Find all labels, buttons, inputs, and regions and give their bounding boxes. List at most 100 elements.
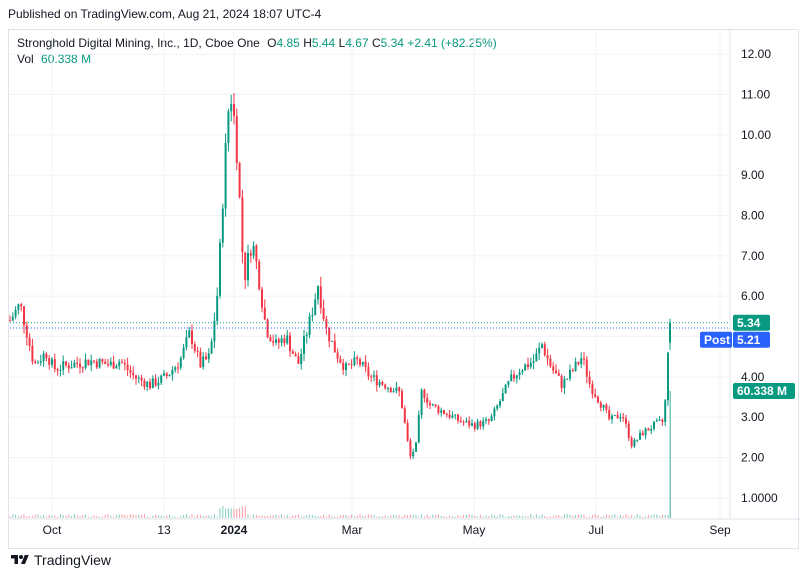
volume-bar [121, 514, 123, 518]
candle-body [370, 376, 373, 378]
candle-body [409, 440, 412, 457]
candle-body [118, 361, 121, 367]
candle-body [417, 415, 420, 443]
candle-body [317, 286, 319, 300]
volume-bar [101, 516, 103, 518]
candle-body [443, 410, 445, 414]
volume-bar [342, 514, 344, 518]
volume-bars [9, 390, 671, 518]
volume-bar [569, 514, 571, 518]
candle-body [154, 378, 157, 386]
candle-body [303, 336, 305, 354]
volume-bar [314, 515, 316, 518]
volume-bar [502, 514, 504, 518]
volume-bar [180, 516, 182, 518]
volume-bar [281, 514, 283, 518]
candle-body [574, 361, 577, 371]
candle-body [412, 451, 415, 457]
candle-body [149, 381, 151, 389]
volume-bar [381, 516, 383, 518]
price-tick-label: 1.0000 [741, 491, 778, 505]
candle-body [364, 361, 367, 368]
candle-body [286, 335, 289, 344]
price-tick-label: 11.00 [741, 88, 770, 102]
volume-bar [297, 514, 299, 518]
volume-bar [160, 515, 162, 518]
candle-body [658, 419, 661, 421]
candle-body [87, 359, 90, 366]
volume-bar [99, 516, 101, 518]
volume-bar [544, 516, 546, 518]
candle-body [487, 419, 490, 421]
candle-body [62, 361, 65, 370]
candle-body [210, 341, 213, 354]
candle-body [353, 357, 356, 365]
candle-body [588, 376, 591, 384]
volume-bar [37, 514, 39, 518]
candle-body [602, 404, 605, 408]
candle-body [451, 415, 454, 418]
candle-body [378, 382, 381, 386]
volume-bar [239, 508, 241, 518]
candle-body [577, 361, 580, 364]
volume-bar [127, 515, 129, 518]
candle-body [193, 344, 196, 351]
volume-bar [619, 514, 621, 518]
candle-body [37, 362, 39, 364]
chart-frame [8, 29, 799, 549]
volume-bar [339, 515, 341, 518]
candle-body [17, 304, 20, 310]
candle-body [448, 414, 451, 418]
candle-body [146, 381, 149, 387]
volume-bar [40, 516, 42, 518]
candle-body [269, 337, 272, 342]
volume-bar [387, 516, 389, 518]
candle-body [151, 378, 154, 389]
candle-body [585, 359, 588, 377]
open-label: O [267, 36, 277, 50]
candle-body [93, 360, 95, 362]
candle-body [104, 361, 107, 365]
candle-body [431, 404, 434, 406]
volume-bar [507, 516, 509, 518]
volume-bar [73, 514, 75, 518]
time-axis[interactable]: Oct 13 2024 Mar May Jul Sep [43, 523, 731, 537]
open-value: 4.85 [276, 36, 300, 50]
volume-bar [379, 516, 381, 518]
volume-bar [188, 516, 190, 518]
candle-body [28, 337, 31, 346]
volume-bar [398, 515, 400, 518]
volume-label[interactable]: Vol [17, 52, 34, 66]
volume-bar [636, 514, 638, 518]
candle-body [650, 428, 653, 431]
candle-body [633, 439, 636, 447]
candle-body [112, 361, 115, 369]
candle-body [249, 253, 252, 256]
candle-body [121, 361, 123, 363]
volume-bar [460, 516, 462, 518]
volume-bar [572, 515, 574, 518]
volume-bar [513, 515, 515, 518]
volume-bar [337, 516, 339, 518]
candle-body [420, 389, 423, 416]
volume-bar [141, 514, 143, 518]
candle-body [583, 358, 585, 360]
time-tick-label: May [463, 523, 486, 537]
candle-body [160, 375, 163, 383]
volume-bar [261, 515, 263, 518]
candle-body [185, 337, 188, 348]
candle-body [496, 405, 499, 409]
candle-body [126, 364, 129, 370]
tradingview-logo-icon [11, 555, 29, 564]
footer-brand[interactable]: TradingView [10, 552, 111, 568]
candlesticks [9, 93, 671, 460]
candle-body [445, 413, 448, 415]
price-axis[interactable]: 12.0011.0010.009.008.007.006.005.004.003… [741, 47, 778, 505]
close-label: C [371, 36, 381, 50]
volume-bar [491, 514, 493, 518]
symbol-name[interactable]: Stronghold Digital Mining, Inc., 1D, Cbo… [17, 36, 260, 50]
candle-body [350, 364, 353, 366]
candle-body [188, 330, 191, 338]
volume-bar [661, 514, 663, 518]
